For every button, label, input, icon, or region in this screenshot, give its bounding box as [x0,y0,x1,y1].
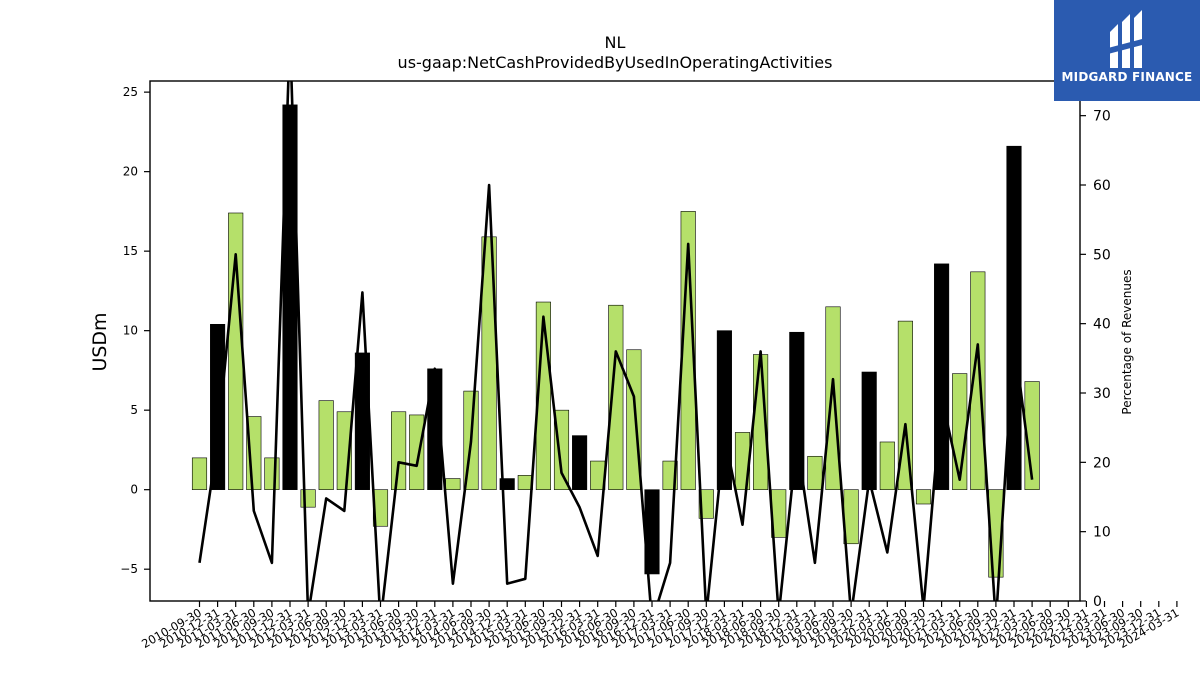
brand-logo: MIDGARD FINANCE [1054,0,1200,101]
y-tick-label: −5 [120,562,138,576]
y-tick-label: 10 [123,324,138,338]
logo-text: MIDGARD FINANCE [1061,70,1193,84]
y-tick-label: 15 [123,244,138,258]
y-axis-label: USDm [89,312,111,371]
y2-tick-label: 10 [1093,525,1111,541]
bar-2014-12-31 [499,478,515,490]
bar-2010-12-31 [210,323,226,490]
bar-2021-06-30 [970,271,986,490]
y2-tick-label: 20 [1093,455,1111,471]
bar-2013-06-30 [391,411,407,490]
bar-2019-12-31 [861,371,877,490]
y-tick-label: 20 [123,165,138,179]
y2-axis-label: Percentage of Revenues [1120,269,1134,414]
chart-title: NL [605,33,626,52]
bar-2013-09-30 [409,414,425,490]
logo-mark-icon [1108,10,1146,68]
bar-2015-12-31 [572,435,588,490]
bar-2020-03-31 [879,441,895,490]
y2-tick-label: 50 [1093,247,1111,263]
bar-2021-12-31 [1006,145,1022,490]
bar-2018-12-31 [789,331,805,490]
pct-line-group [198,81,1034,601]
bar-2019-06-30 [825,306,841,490]
y-tick-label: 5 [130,403,138,417]
y2-tick-label: 40 [1093,317,1111,333]
bar-2011-09-30 [264,457,280,490]
y-tick-label: 0 [130,483,138,497]
bar-2015-09-30 [553,409,570,490]
bar-2010-09-30 [191,457,208,490]
bars-group [191,104,1040,578]
y2-tick-label: 70 [1093,109,1111,125]
pct-revenues-line [198,81,1034,601]
bar-2014-03-31 [445,478,461,490]
bar-2019-03-31 [807,455,823,490]
bar-2012-06-30 [318,400,334,490]
chart-subtitle: us-gaap:NetCashProvidedByUsedInOperating… [398,53,833,72]
bar-2016-06-30 [608,304,624,490]
bar-2022-03-31 [1024,381,1040,490]
plot-frame [149,80,1081,602]
y2-tick-label: 60 [1093,178,1111,194]
y-tick-label: 25 [123,85,138,99]
y2-tick-label: 0 [1093,594,1102,610]
bar-2017-09-30 [698,489,714,519]
y2-tick-label: 30 [1093,386,1111,402]
bar-2020-09-30 [915,489,932,505]
